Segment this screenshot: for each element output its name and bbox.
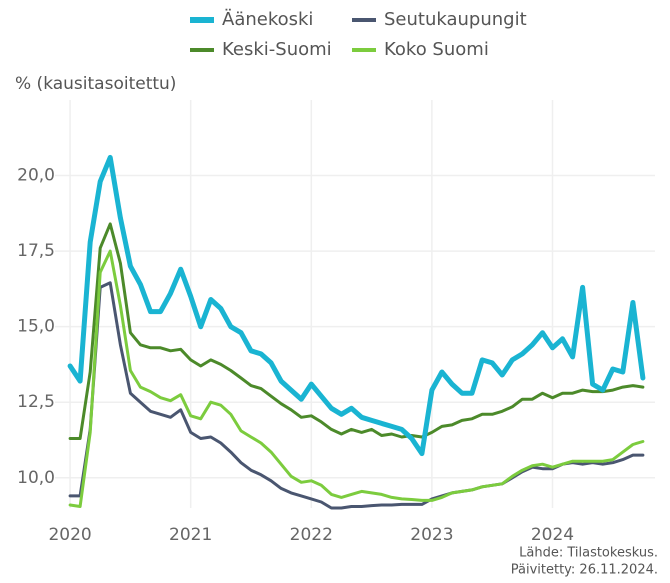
x-tick-label: 2021 [169,525,212,545]
series-line [68,281,645,510]
series-line [67,154,646,457]
y-tick-label: 17,5 [17,241,55,261]
x-tick-label: 2023 [410,525,453,545]
series-line [68,222,645,440]
y-tick-label: 15,0 [17,317,55,337]
x-tick-label: 2022 [290,525,333,545]
series-line [68,249,645,508]
y-tick-label: 10,0 [17,468,55,488]
y-axis-label: % (kausitasoitettu) [15,74,176,94]
y-tick-label: 12,5 [17,392,55,412]
legend-label: Koko Suomi [384,39,489,60]
x-tick-label: 2024 [531,525,574,545]
updated-note: Päivitetty: 26.11.2024. [511,563,658,578]
y-tick-label: 20,0 [17,166,55,186]
legend-label: Keski-Suomi [222,39,332,60]
legend-label: Seutukaupungit [384,9,527,30]
source-note: Lähde: Tilastokeskus. [519,546,658,561]
x-tick-label: 2020 [48,525,91,545]
legend-label: Äänekoski [222,9,313,30]
